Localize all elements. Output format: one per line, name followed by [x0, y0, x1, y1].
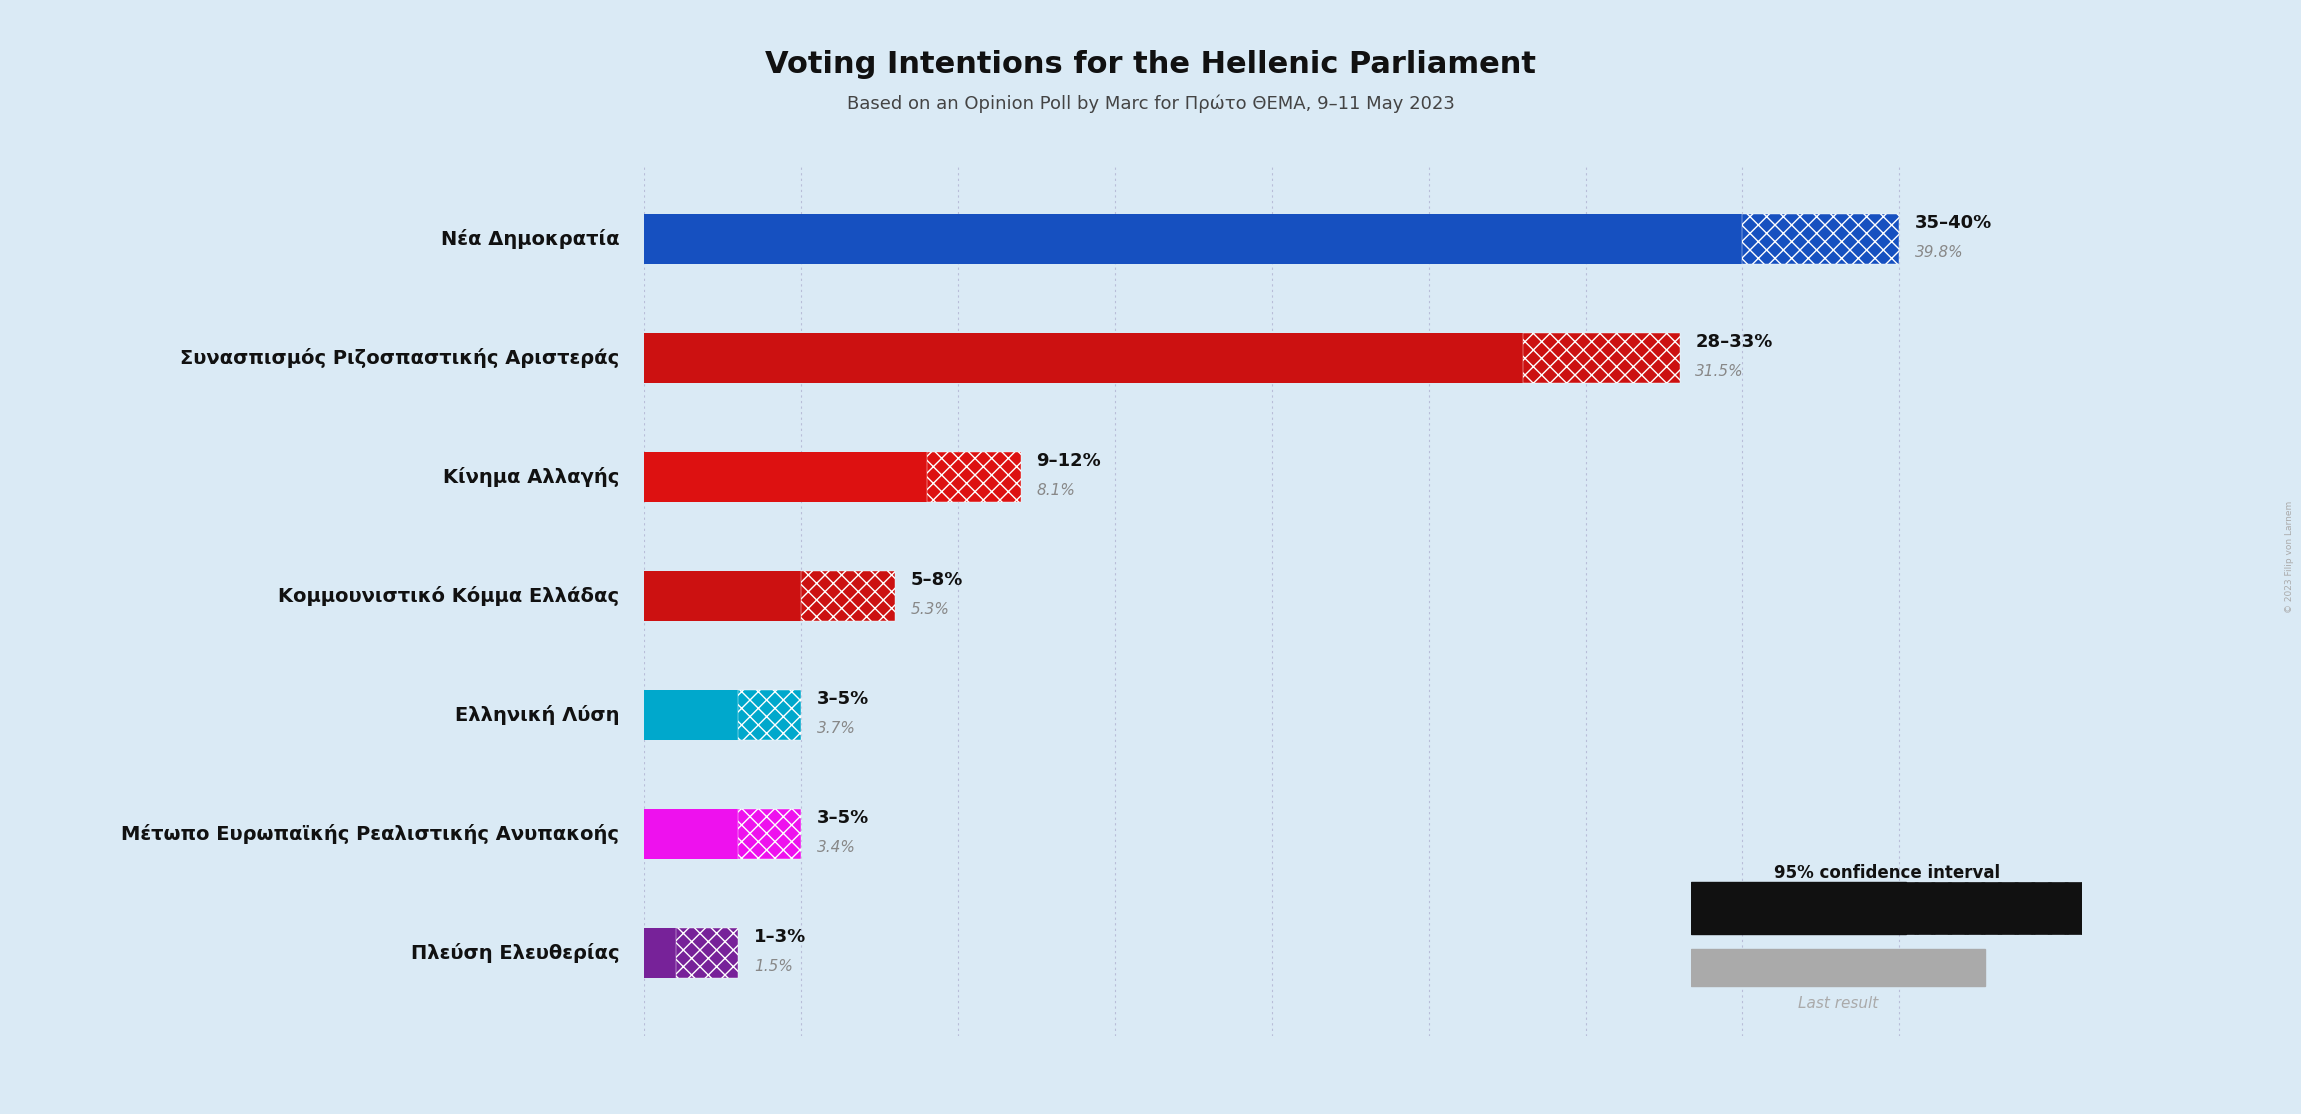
- Text: 3–5%: 3–5%: [817, 691, 870, 709]
- Text: 5–8%: 5–8%: [911, 571, 964, 589]
- Bar: [644, 716, 759, 737]
- Bar: [644, 451, 927, 501]
- Text: 3.4%: 3.4%: [817, 840, 856, 856]
- Text: 31.5%: 31.5%: [1696, 364, 1744, 380]
- Text: 39.8%: 39.8%: [1914, 245, 1963, 261]
- Text: 5.3%: 5.3%: [911, 603, 950, 617]
- Text: 3.7%: 3.7%: [817, 722, 856, 736]
- Bar: [801, 570, 895, 620]
- Bar: [1691, 949, 1986, 986]
- Bar: [644, 834, 750, 857]
- Text: Κομμουνιστικό Κόμμα Ελλάδας: Κομμουνιστικό Κόμμα Ελλάδας: [278, 586, 619, 606]
- Bar: [644, 570, 801, 620]
- Text: Based on an Opinion Poll by Marc for Πρώτο ΘΕΜΑ, 9–11 May 2023: Based on an Opinion Poll by Marc for Πρώ…: [847, 95, 1454, 114]
- Text: 1–3%: 1–3%: [755, 928, 805, 946]
- Bar: [739, 690, 801, 740]
- Text: 1.5%: 1.5%: [755, 959, 794, 975]
- Bar: [644, 478, 897, 499]
- Text: Συνασπισμός Ριζοσπαστικής Αριστεράς: Συνασπισμός Ριζοσπαστικής Αριστεράς: [179, 348, 619, 368]
- Text: Voting Intentions for the Hellenic Parliament: Voting Intentions for the Hellenic Parli…: [764, 50, 1537, 79]
- Bar: [676, 928, 739, 978]
- Bar: [739, 809, 801, 859]
- Bar: [644, 690, 739, 740]
- Text: Πλεύση Ελευθερίας: Πλεύση Ελευθερίας: [410, 942, 619, 962]
- Text: Ελληνική Λύση: Ελληνική Λύση: [456, 705, 619, 724]
- Text: Νέα Δημοκρατία: Νέα Δημοκρατία: [439, 228, 619, 248]
- Text: Last result: Last result: [1797, 996, 1878, 1012]
- Bar: [644, 597, 810, 618]
- Bar: [644, 928, 676, 978]
- Text: © 2023 Filip von Larnem: © 2023 Filip von Larnem: [2285, 501, 2294, 613]
- Bar: [644, 359, 1634, 380]
- Text: 3–5%: 3–5%: [817, 809, 870, 828]
- Bar: [644, 333, 1523, 382]
- Bar: [644, 954, 690, 976]
- Text: 9–12%: 9–12%: [1035, 452, 1102, 470]
- Text: Κίνημα Αλλαγής: Κίνημα Αλλαγής: [442, 467, 619, 487]
- Text: 35–40%: 35–40%: [1914, 214, 1993, 232]
- Text: 8.1%: 8.1%: [1035, 483, 1075, 498]
- Text: Μέτωπο Ευρωπαϊκής Ρεαλιστικής Ανυπακοής: Μέτωπο Ευρωπαϊκής Ρεαλιστικής Ανυπακοής: [122, 823, 619, 843]
- Bar: [1742, 214, 1898, 264]
- Bar: [1905, 882, 2082, 934]
- Bar: [644, 809, 739, 859]
- Text: 28–33%: 28–33%: [1696, 333, 1772, 351]
- Bar: [1523, 333, 1680, 382]
- Bar: [644, 240, 1894, 261]
- Bar: [644, 214, 1742, 264]
- Bar: [927, 451, 1022, 501]
- Text: 95% confidence interval
with median: 95% confidence interval with median: [1774, 863, 2000, 902]
- Bar: [1691, 882, 1905, 934]
